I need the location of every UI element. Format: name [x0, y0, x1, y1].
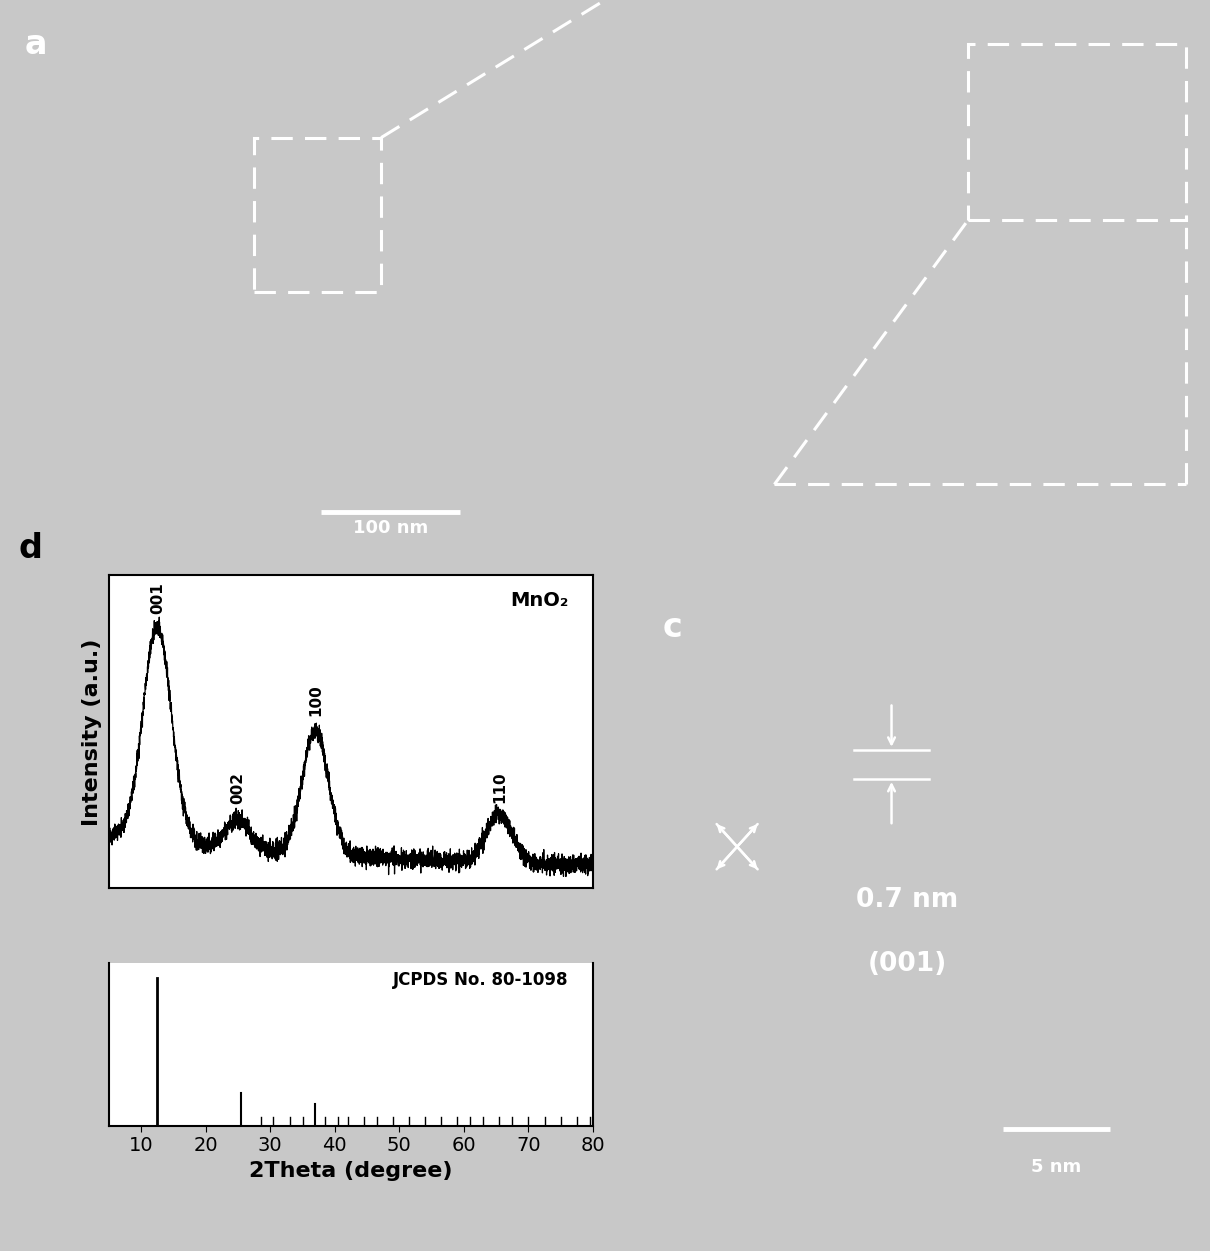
Text: 100 nm: 100 nm [352, 519, 428, 537]
Text: JCPDS No. 80-1098: JCPDS No. 80-1098 [393, 971, 569, 990]
Text: MnO₂: MnO₂ [511, 592, 569, 610]
Text: 0.7 nm: 0.7 nm [857, 887, 958, 912]
Bar [254, 138, 381, 291]
Text: 100: 100 [307, 684, 323, 716]
Text: 110: 110 [491, 771, 507, 803]
Text: c: c [663, 612, 682, 644]
Text: (001): (001) [868, 951, 947, 977]
X-axis label: 2Theta (degree): 2Theta (degree) [249, 1161, 453, 1181]
Text: a: a [24, 28, 47, 60]
Text: 5 nm: 5 nm [1031, 1158, 1082, 1176]
Text: d: d [18, 532, 42, 564]
Text: 001: 001 [150, 582, 165, 613]
Text: 002: 002 [230, 772, 246, 803]
Y-axis label: Intensity (a.u.): Intensity (a.u.) [82, 638, 102, 826]
Bar [968, 44, 1186, 220]
